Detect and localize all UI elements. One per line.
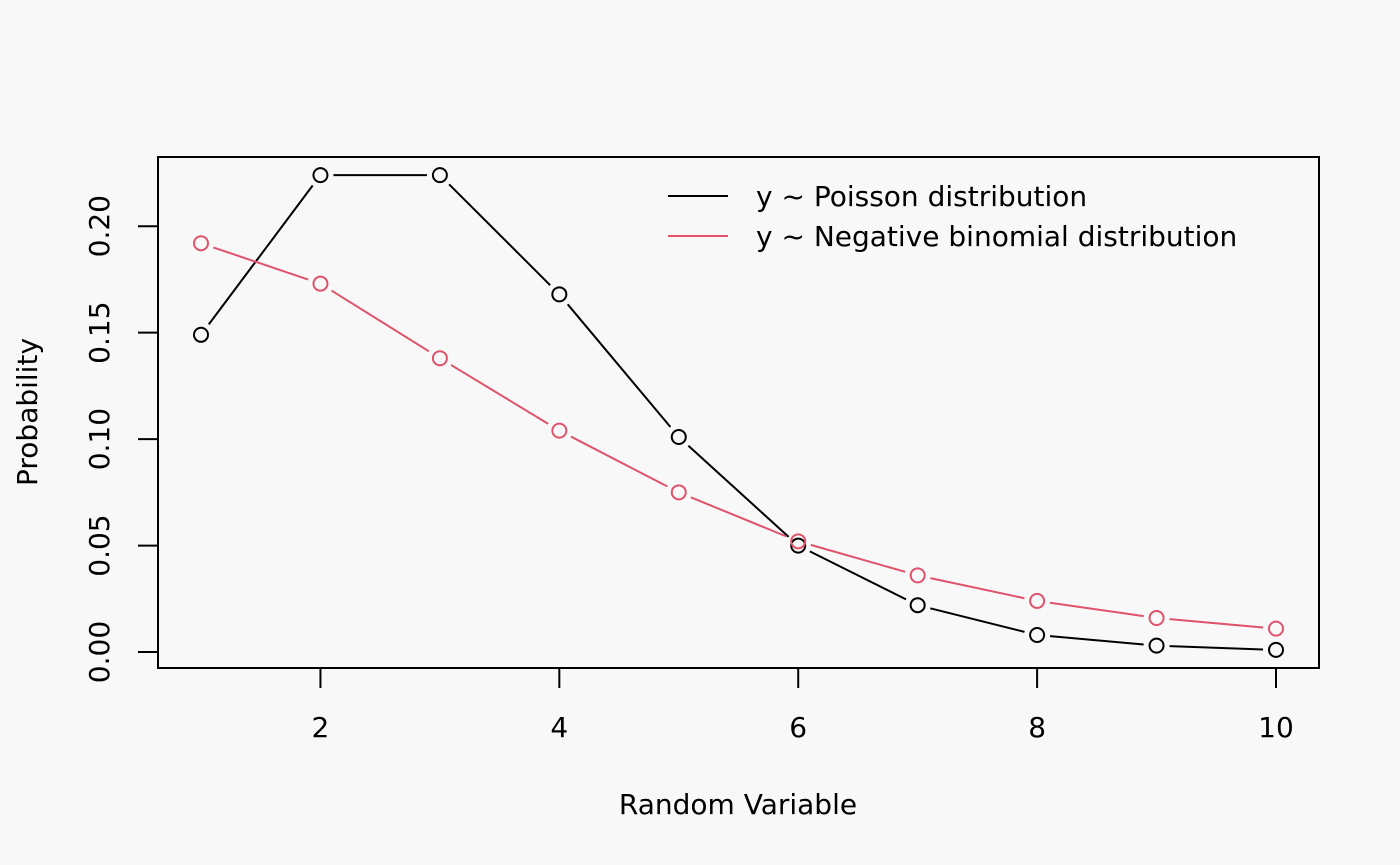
series-1-segment: [566, 303, 672, 428]
series-2-point: [1148, 609, 1165, 626]
x-tick-label: 10: [1258, 711, 1294, 744]
y-tick-label: 0.15: [83, 301, 116, 363]
x-tick-label: 2: [312, 711, 330, 744]
y-tick-label: 0.05: [83, 514, 116, 576]
x-axis-title: Random Variable: [619, 788, 857, 821]
series-1-point: [1148, 637, 1165, 654]
y-tick-label: 0.10: [83, 408, 116, 470]
series-2-point: [312, 275, 329, 292]
x-tick-label: 8: [1028, 711, 1046, 744]
legend-label: y ~ Poisson distribution: [756, 180, 1087, 213]
series-2-segment: [212, 246, 309, 281]
series-1-point: [1268, 641, 1284, 658]
series-2-segment: [330, 289, 430, 353]
series-1-segment: [1049, 635, 1144, 646]
series-1-point: [670, 428, 687, 445]
series-1-point: [909, 597, 926, 614]
series-1-point: [790, 537, 807, 554]
series-1-segment: [448, 183, 551, 286]
x-tick-label: 4: [550, 711, 568, 744]
series-2-point: [1029, 592, 1046, 609]
series-1-point: [1029, 626, 1046, 643]
series-2-point: [431, 350, 448, 367]
series-2-segment: [1169, 618, 1264, 629]
series-1: [193, 167, 1284, 658]
series-1-segment: [930, 607, 1025, 633]
y-tick-label: 0.20: [83, 195, 116, 257]
x-axis: 2 4 6 8 10: [312, 667, 1294, 744]
series-2-point: [193, 235, 209, 252]
series-1-segment: [1169, 645, 1264, 651]
legend-label: y ~ Negative binomial distribution: [756, 220, 1237, 253]
series-1-point: [431, 167, 448, 184]
series-layer: [193, 167, 1284, 658]
series-2: [193, 235, 1284, 637]
series-2-point: [909, 567, 926, 584]
legend: y ~ Poisson distribution y ~ Negative bin…: [668, 180, 1237, 253]
series-1-point: [551, 286, 568, 303]
series-1-point: [312, 167, 329, 184]
x-tick-label: 6: [789, 711, 807, 744]
y-tick-label: 0.00: [83, 621, 116, 683]
series-2-point: [670, 484, 687, 501]
series-1-segment: [687, 444, 790, 538]
series-2-segment: [570, 435, 668, 488]
series-1-point: [193, 326, 209, 343]
series-1-segment: [207, 184, 314, 325]
series-2-point: [551, 422, 568, 439]
series-2-segment: [450, 364, 549, 425]
series-2-segment: [930, 577, 1025, 600]
series-2-point: [790, 533, 807, 550]
series-1-segment: [809, 550, 907, 601]
series-2-segment: [810, 543, 906, 573]
y-axis-title: Probability: [11, 338, 44, 486]
series-2-segment: [1049, 601, 1144, 618]
series-2-segment: [690, 496, 787, 538]
series-2-point: [1268, 620, 1284, 637]
y-axis: 0.00 0.05 0.10 0.15 0.20: [83, 195, 159, 683]
